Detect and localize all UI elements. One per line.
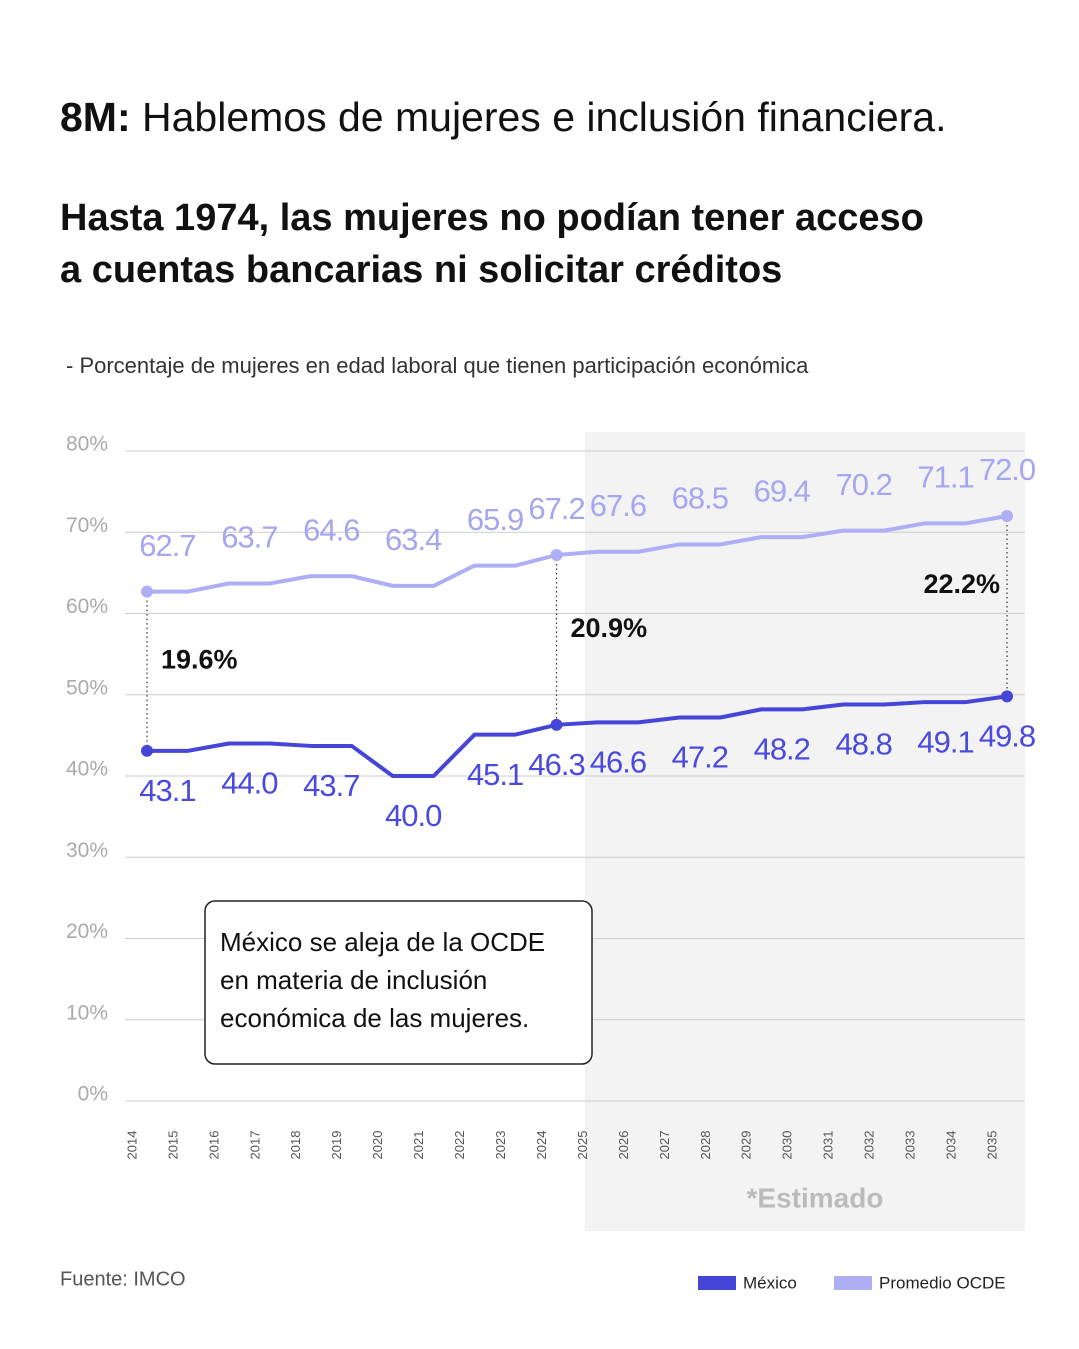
x-tick-label: 2028 bbox=[698, 1131, 713, 1160]
point-marker bbox=[141, 744, 153, 757]
y-tick-label: 70% bbox=[66, 514, 108, 537]
value-label: 67.2 bbox=[528, 491, 584, 526]
value-label: 49.1 bbox=[917, 724, 973, 759]
callout-box bbox=[204, 900, 593, 1065]
x-tick-label: 2031 bbox=[821, 1131, 836, 1160]
x-tick-label: 2023 bbox=[493, 1131, 508, 1160]
value-label: 46.3 bbox=[528, 747, 584, 782]
value-label: 48.2 bbox=[754, 732, 810, 767]
x-tick-label: 2030 bbox=[780, 1131, 795, 1160]
value-label: 68.5 bbox=[672, 481, 728, 516]
point-marker bbox=[550, 549, 563, 561]
x-tick-label: 2017 bbox=[247, 1131, 262, 1160]
headline: Hasta 1974, las mujeres no podían tener … bbox=[60, 197, 924, 239]
x-tick-label: 2026 bbox=[616, 1131, 631, 1160]
gap-label: 20.9% bbox=[571, 613, 648, 643]
y-tick-label: 20% bbox=[66, 920, 108, 943]
x-tick-label: 2019 bbox=[329, 1131, 344, 1160]
value-label: 64.6 bbox=[303, 512, 359, 547]
value-label: 46.6 bbox=[590, 745, 646, 780]
value-label: 49.8 bbox=[979, 719, 1035, 754]
value-label: 40.0 bbox=[385, 798, 442, 833]
series-line bbox=[147, 694, 1008, 778]
chart-title: 8M: Hablemos de mujeres e inclusión fina… bbox=[60, 94, 946, 140]
legend-label: México bbox=[743, 1273, 797, 1292]
value-label: 63.7 bbox=[221, 520, 277, 555]
callout-text: México se aleja de la OCDE bbox=[220, 927, 545, 957]
point-marker bbox=[141, 585, 153, 598]
x-tick-label: 2025 bbox=[575, 1131, 590, 1160]
value-label: 70.2 bbox=[835, 467, 891, 502]
legend-swatch bbox=[834, 1276, 872, 1290]
value-label: 44.0 bbox=[221, 766, 278, 801]
estimated-region bbox=[585, 432, 1025, 1231]
callout-text: económica de las mujeres. bbox=[220, 1003, 529, 1033]
y-tick-label: 10% bbox=[66, 1001, 108, 1024]
x-tick-label: 2024 bbox=[534, 1131, 549, 1160]
gap-label: 19.6% bbox=[161, 644, 238, 674]
value-label: 69.4 bbox=[754, 473, 811, 508]
x-tick-label: 2014 bbox=[124, 1131, 139, 1160]
gap-label: 22.2% bbox=[923, 569, 1000, 599]
y-tick-label: 30% bbox=[66, 839, 108, 862]
value-label: 72.0 bbox=[979, 452, 1036, 487]
x-tick-label: 2022 bbox=[452, 1131, 467, 1160]
source: Fuente: IMCO bbox=[60, 1268, 186, 1290]
legend-swatch bbox=[698, 1276, 736, 1290]
value-label: 47.2 bbox=[672, 740, 728, 775]
point-marker bbox=[1001, 510, 1013, 522]
value-label: 65.9 bbox=[467, 502, 523, 537]
value-label: 67.6 bbox=[590, 488, 646, 523]
x-tick-label: 2018 bbox=[288, 1131, 303, 1160]
x-tick-label: 2027 bbox=[657, 1131, 672, 1160]
series-line bbox=[147, 514, 1008, 594]
x-tick-label: 2015 bbox=[165, 1131, 180, 1160]
value-label: 43.1 bbox=[139, 773, 195, 808]
value-label: 48.8 bbox=[835, 727, 891, 762]
subtitle: - Porcentaje de mujeres en edad laboral … bbox=[66, 353, 809, 378]
y-tick-label: 40% bbox=[66, 758, 108, 781]
x-tick-label: 2029 bbox=[739, 1131, 754, 1160]
title-text: Hablemos de mujeres e inclusión financie… bbox=[142, 94, 946, 140]
legend-label: Promedio OCDE bbox=[879, 1273, 1006, 1292]
x-tick-label: 2020 bbox=[370, 1131, 385, 1160]
value-label: 45.1 bbox=[467, 757, 523, 792]
y-tick-label: 0% bbox=[78, 1083, 108, 1106]
y-tick-label: 80% bbox=[66, 433, 108, 456]
x-tick-label: 2035 bbox=[984, 1131, 999, 1160]
x-tick-label: 2033 bbox=[903, 1131, 918, 1160]
value-label: 63.4 bbox=[385, 522, 442, 557]
y-tick-label: 60% bbox=[66, 595, 108, 618]
callout-text: en materia de inclusión bbox=[220, 965, 487, 995]
point-marker bbox=[1001, 690, 1013, 703]
title-bold: 8M: bbox=[60, 94, 131, 140]
value-label: 62.7 bbox=[139, 528, 195, 563]
x-tick-label: 2016 bbox=[206, 1131, 221, 1160]
value-label: 43.7 bbox=[303, 768, 359, 803]
value-label: 71.1 bbox=[917, 460, 973, 495]
estimated-label: *Estimado bbox=[747, 1182, 884, 1213]
y-tick-label: 50% bbox=[66, 676, 108, 699]
headline: a cuentas bancarias ni solicitar crédito… bbox=[60, 249, 782, 291]
x-tick-label: 2034 bbox=[943, 1131, 958, 1160]
x-tick-label: 2021 bbox=[411, 1131, 426, 1160]
x-tick-label: 2032 bbox=[862, 1131, 877, 1160]
point-marker bbox=[550, 718, 563, 731]
